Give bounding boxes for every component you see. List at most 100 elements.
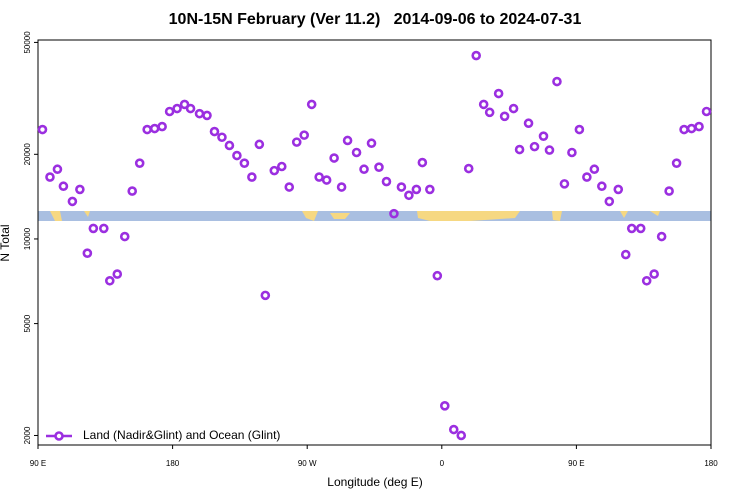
point [127, 186, 138, 196]
point [260, 290, 271, 301]
point [336, 182, 347, 192]
point [664, 186, 674, 196]
point [656, 231, 667, 242]
point [396, 182, 407, 192]
point [224, 140, 235, 151]
point [463, 163, 474, 174]
point [276, 161, 287, 172]
x-axis-title: Longitude (deg E) [327, 475, 422, 489]
point [45, 172, 55, 182]
point [217, 132, 227, 143]
point [514, 144, 525, 155]
point [538, 131, 549, 141]
point [82, 248, 93, 258]
point [523, 118, 534, 129]
x-tick-label: 90 E [568, 459, 584, 468]
point [194, 108, 205, 119]
point [37, 124, 48, 135]
point [478, 99, 489, 110]
map-strip [38, 211, 711, 221]
point [52, 164, 63, 175]
point [404, 190, 414, 201]
x-tick-label: 0 [440, 459, 445, 468]
point [567, 147, 577, 158]
point [88, 223, 99, 234]
point [620, 249, 631, 260]
point [291, 137, 302, 147]
point [359, 164, 369, 175]
point [269, 165, 280, 176]
point [67, 196, 78, 207]
point [185, 103, 196, 114]
point [58, 181, 69, 192]
y-tick-label: 20000 [23, 143, 32, 166]
point [626, 223, 637, 234]
y-tick-label: 2000 [23, 426, 32, 444]
point [641, 275, 652, 286]
point [232, 150, 242, 161]
point [389, 208, 399, 219]
point [284, 182, 295, 192]
plot-frame [37, 39, 712, 446]
point [529, 141, 540, 152]
point [694, 121, 704, 132]
y-tick-label: 10000 [23, 227, 32, 250]
point [314, 172, 324, 182]
point [104, 275, 115, 286]
point [119, 231, 130, 242]
x-tick-label: 180 [166, 459, 180, 468]
point [366, 138, 377, 149]
point [374, 162, 384, 172]
y-tick-label: 50000 [23, 31, 32, 54]
point [247, 172, 257, 182]
point [552, 76, 562, 87]
point [157, 121, 167, 132]
point [342, 135, 353, 146]
point [671, 158, 682, 168]
point [635, 223, 646, 234]
point [99, 223, 109, 234]
point [589, 164, 600, 175]
point [649, 269, 659, 279]
point [597, 181, 607, 192]
point [559, 179, 570, 189]
point [202, 110, 212, 121]
point [75, 184, 85, 195]
point [351, 147, 362, 158]
point [448, 424, 459, 435]
point [254, 139, 265, 150]
x-tick-label: 180 [704, 459, 718, 468]
x-tick-label: 90 E [30, 459, 46, 468]
point [306, 99, 317, 110]
point [604, 196, 615, 207]
point [381, 176, 392, 187]
point [149, 123, 160, 134]
point [209, 126, 220, 137]
point [613, 184, 624, 195]
point [329, 153, 339, 163]
point [164, 106, 175, 117]
point [179, 99, 190, 110]
point [508, 103, 519, 114]
point [544, 145, 555, 155]
point [499, 111, 510, 122]
point [484, 107, 495, 118]
legend-marker [54, 431, 64, 441]
point [417, 157, 428, 168]
point [686, 123, 697, 134]
point [439, 401, 450, 411]
point [493, 88, 504, 99]
legend-label: Land (Nadir&Glint) and Ocean (Glint) [83, 428, 280, 442]
point [471, 50, 481, 61]
point [432, 270, 443, 281]
y-tick-label: 5000 [23, 314, 32, 332]
point [134, 158, 145, 168]
point [582, 172, 592, 182]
point [321, 175, 332, 185]
y-axis-title: N Total [0, 224, 12, 261]
point [299, 130, 310, 140]
point [456, 430, 467, 441]
point [574, 124, 585, 135]
point [239, 158, 250, 168]
